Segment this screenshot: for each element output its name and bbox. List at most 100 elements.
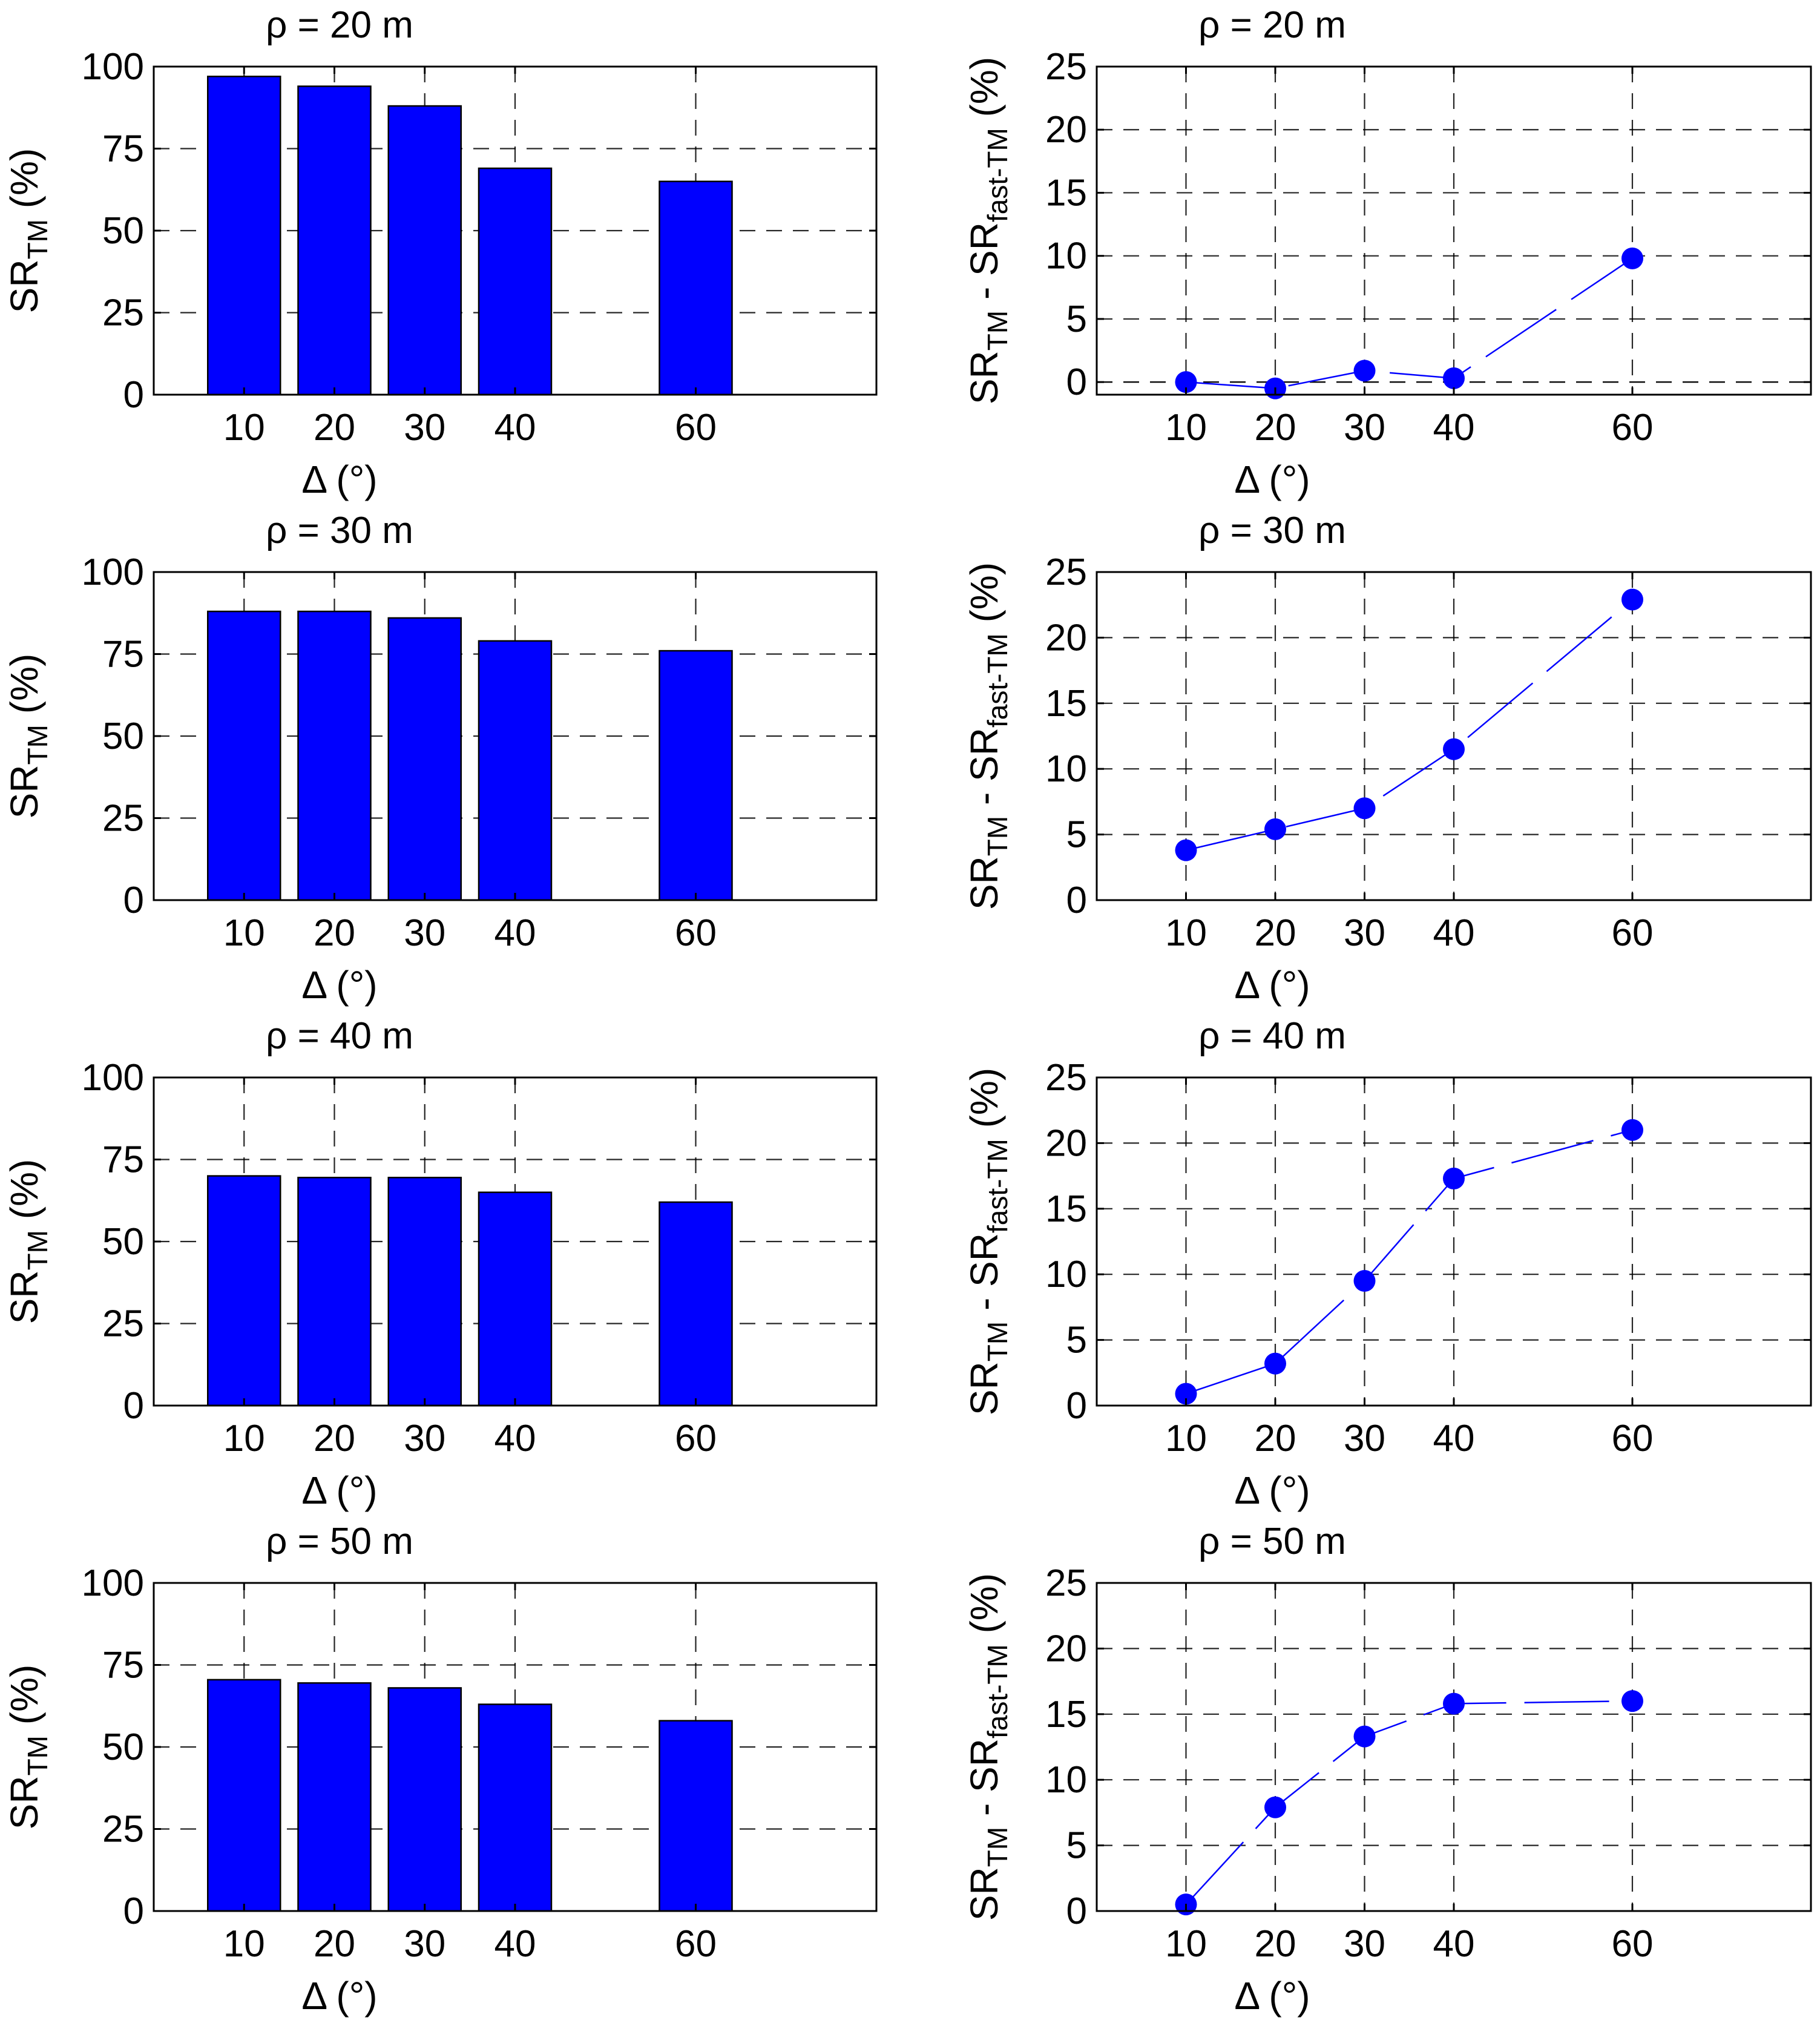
x-tick-label: 60 <box>1612 1418 1654 1459</box>
panel-4-line: 10 20 30 40 60 0 5 10 15 20 25 ρ = 50 m Δ (°) SRTM - … <box>962 1521 1812 2018</box>
x-tick-label: 10 <box>223 1418 265 1459</box>
y-tick-label: 50 <box>102 1726 144 1768</box>
y-tick-label: 15 <box>1045 172 1087 214</box>
y-tick-label: 5 <box>1066 1825 1087 1867</box>
y-tick-label: 25 <box>1045 46 1087 88</box>
x-axis-label: Δ (°) <box>1234 458 1310 501</box>
x-tick-label: 30 <box>1344 912 1385 954</box>
y-tick-label: 10 <box>1045 1759 1087 1801</box>
y-axis-label: SRTM (%) <box>2 654 53 819</box>
point-30 <box>1353 1270 1376 1292</box>
y-tick-label: 20 <box>1045 1628 1087 1669</box>
point-10 <box>1175 1383 1197 1405</box>
series-line <box>1186 257 1633 389</box>
y-axis-label: SRTM (%) <box>2 1665 53 1830</box>
point-10 <box>1175 371 1197 393</box>
panel-2-bar: 10 20 30 40 60 0 25 50 75 100 ρ = 30 m Δ (°) SRTM (%… <box>2 510 878 1007</box>
chart-title: ρ = 50 m <box>1198 1521 1346 1562</box>
x-tick-label: 10 <box>1165 1418 1207 1459</box>
bar-40 <box>478 1703 553 1912</box>
x-tick-label: 60 <box>675 912 717 954</box>
y-tick-label: 20 <box>1045 109 1087 151</box>
x-tick-label: 30 <box>1344 1418 1385 1459</box>
y-tick-label: 10 <box>1045 235 1087 277</box>
x-tick-label: 10 <box>1165 912 1207 954</box>
x-tick-label: 60 <box>675 407 717 449</box>
y-tick-label: 0 <box>123 1385 144 1427</box>
bar-60 <box>659 180 733 396</box>
x-tick-label: 30 <box>404 407 445 449</box>
point-40 <box>1443 738 1465 760</box>
point-40 <box>1443 1167 1465 1189</box>
y-tick-label: 0 <box>123 1890 144 1932</box>
panel-1-line: 10 20 30 40 60 0 5 10 15 20 25 ρ = 20 m Δ (°) SRTM - … <box>962 4 1812 501</box>
x-tick-label: 20 <box>314 912 355 954</box>
y-tick-label: 50 <box>102 1221 144 1263</box>
x-tick-label: 40 <box>494 912 536 954</box>
y-tick-label: 0 <box>1066 1890 1087 1932</box>
y-tick-label: 15 <box>1045 1694 1087 1735</box>
bar-10 <box>207 1175 281 1407</box>
x-tick-label: 60 <box>1612 407 1654 449</box>
bar-60 <box>659 1201 733 1407</box>
x-tick-label: 10 <box>223 407 265 449</box>
y-tick-label: 25 <box>1045 1562 1087 1604</box>
bar-30 <box>387 1687 462 1912</box>
y-tick-label: 25 <box>102 1303 144 1345</box>
y-axis-label: SRTM (%) <box>2 1159 53 1324</box>
bar-10 <box>207 1679 281 1912</box>
y-axis-label: SRTM (%) <box>2 148 53 314</box>
y-axis-label: SRTM - SRfast-TM (%) <box>962 57 1013 404</box>
x-tick-label: 30 <box>404 912 445 954</box>
y-tick-label: 0 <box>1066 1385 1087 1427</box>
y-tick-label: 25 <box>1045 551 1087 593</box>
x-tick-label: 60 <box>1612 912 1654 954</box>
y-tick-label: 0 <box>1066 880 1087 921</box>
x-axis-label: Δ (°) <box>1234 963 1310 1007</box>
y-tick-label: 25 <box>102 798 144 840</box>
point-10 <box>1175 839 1197 861</box>
x-tick-label: 10 <box>223 912 265 954</box>
bar-20 <box>297 1682 372 1912</box>
point-40 <box>1443 367 1465 389</box>
x-tick-label: 30 <box>404 1418 445 1459</box>
point-40 <box>1443 1692 1465 1715</box>
bar-20 <box>297 610 372 901</box>
y-tick-label: 15 <box>1045 1188 1087 1230</box>
x-tick-label: 60 <box>1612 1923 1654 1965</box>
x-tick-label: 20 <box>1255 912 1296 954</box>
point-20 <box>1264 818 1286 840</box>
panel-3-line: 10 20 30 40 60 0 5 10 15 20 25 ρ = 40 m Δ (°) SRTM - … <box>962 1015 1812 1512</box>
y-tick-label: 10 <box>1045 1254 1087 1295</box>
point-60 <box>1621 588 1643 611</box>
bar-40 <box>478 640 553 901</box>
x-tick-label: 20 <box>314 1923 355 1965</box>
bar-40 <box>478 167 553 396</box>
y-tick-label: 75 <box>102 128 144 170</box>
point-20 <box>1264 1352 1286 1375</box>
y-axis-label: SRTM - SRfast-TM (%) <box>962 1068 1013 1415</box>
x-tick-label: 30 <box>1344 407 1385 449</box>
y-tick-label: 5 <box>1066 298 1087 340</box>
series-line <box>1186 1129 1633 1395</box>
point-20 <box>1264 1796 1286 1818</box>
y-tick-label: 0 <box>123 374 144 416</box>
x-tick-label: 30 <box>404 1923 445 1965</box>
y-axis-label: SRTM - SRfast-TM (%) <box>962 562 1013 910</box>
point-60 <box>1621 1119 1643 1141</box>
chart-title: ρ = 40 m <box>266 1015 413 1057</box>
point-60 <box>1621 1690 1643 1712</box>
x-tick-label: 40 <box>1433 1418 1475 1459</box>
y-tick-label: 20 <box>1045 1122 1087 1164</box>
chart-title: ρ = 30 m <box>266 510 413 551</box>
x-tick-label: 40 <box>1433 912 1475 954</box>
y-tick-label: 100 <box>82 551 144 593</box>
y-tick-label: 0 <box>123 880 144 921</box>
x-tick-label: 10 <box>1165 1923 1207 1965</box>
x-axis-label: Δ (°) <box>301 458 377 501</box>
x-axis-label: Δ (°) <box>301 1469 377 1512</box>
y-tick-label: 5 <box>1066 1320 1087 1361</box>
y-tick-label: 100 <box>82 1057 144 1099</box>
x-tick-label: 40 <box>494 407 536 449</box>
x-axis-label: Δ (°) <box>1234 1469 1310 1512</box>
